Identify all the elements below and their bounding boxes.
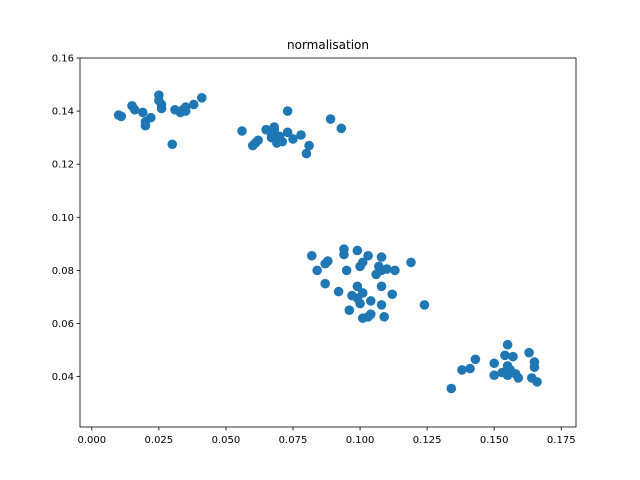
data-point — [387, 289, 398, 300]
y-tick-label: 0.08 — [52, 266, 74, 277]
data-point — [336, 123, 347, 134]
data-point — [382, 264, 392, 274]
data-point — [269, 122, 280, 132]
data-point — [277, 136, 288, 147]
data-point — [446, 383, 457, 394]
data-point — [180, 106, 191, 116]
data-point — [301, 148, 312, 159]
x-tick-label: 0.025 — [145, 435, 174, 446]
data-point — [282, 106, 293, 116]
data-point — [513, 373, 524, 383]
y-tick-label: 0.10 — [52, 213, 74, 224]
data-point — [529, 362, 540, 373]
data-point — [253, 135, 263, 146]
data-point — [419, 300, 430, 310]
data-point — [312, 265, 322, 276]
x-tick-label: 0.175 — [547, 435, 576, 446]
data-point — [296, 130, 306, 140]
x-tick-label: 0.000 — [77, 435, 106, 446]
data-point — [363, 250, 373, 261]
data-point — [376, 300, 387, 310]
data-point — [341, 265, 352, 276]
data-point — [167, 139, 178, 150]
data-point — [304, 140, 314, 151]
data-point — [320, 278, 330, 289]
data-point — [355, 298, 365, 309]
y-tick-label: 0.12 — [52, 160, 74, 171]
x-axis: 0.000 0.025 0.050 0.075 0.100 0.125 0.150 0.175 — [77, 427, 576, 446]
y-tick-label: 0.16 — [52, 54, 74, 65]
chart-title: normalisation — [287, 38, 369, 52]
data-point — [379, 312, 390, 322]
data-point — [532, 377, 542, 387]
x-tick-label: 0.150 — [480, 435, 509, 446]
data-point — [470, 354, 481, 365]
x-tick-label: 0.050 — [212, 435, 241, 446]
data-point — [333, 286, 344, 297]
data-point — [116, 111, 127, 122]
data-point — [146, 112, 156, 123]
data-point — [339, 249, 349, 260]
x-tick-label: 0.100 — [346, 435, 375, 446]
data-point — [376, 281, 387, 292]
data-point — [323, 256, 333, 266]
y-tick-label: 0.06 — [52, 319, 74, 330]
data-point — [489, 370, 499, 381]
data-point — [237, 126, 247, 136]
data-points — [113, 90, 542, 394]
y-tick-label: 0.04 — [52, 372, 74, 383]
y-tick-label: 0.14 — [52, 107, 74, 118]
data-point — [390, 265, 400, 276]
data-point — [188, 99, 199, 110]
data-point — [500, 350, 510, 361]
data-point — [465, 363, 475, 374]
y-axis: 0.04 0.06 0.08 0.10 0.12 0.14 0.16 — [52, 54, 80, 383]
data-point — [357, 288, 368, 298]
data-point — [282, 127, 293, 138]
data-point — [524, 347, 534, 358]
data-point — [352, 281, 363, 292]
data-point — [288, 134, 298, 144]
data-point — [352, 245, 363, 256]
data-point — [502, 339, 513, 350]
data-point — [365, 309, 376, 319]
data-point — [406, 257, 416, 268]
data-point — [508, 351, 518, 362]
data-point — [137, 107, 148, 118]
data-point — [344, 305, 355, 315]
plot-frame — [79, 57, 577, 428]
data-point — [376, 252, 387, 262]
x-tick-label: 0.125 — [413, 435, 442, 446]
x-tick-label: 0.075 — [279, 435, 308, 446]
data-point — [196, 93, 207, 103]
data-point — [357, 257, 368, 268]
data-point — [129, 104, 140, 115]
data-point — [325, 114, 336, 124]
data-point — [306, 250, 317, 261]
data-point — [365, 296, 376, 306]
data-point — [489, 358, 499, 369]
data-point — [457, 365, 467, 375]
data-point — [156, 103, 167, 114]
